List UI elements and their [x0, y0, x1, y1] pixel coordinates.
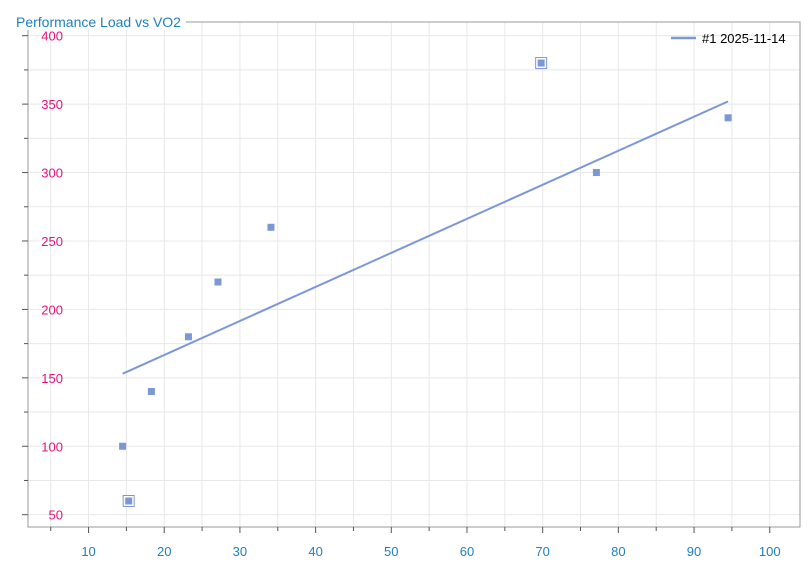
y-tick-label: 250 [41, 234, 63, 249]
x-tick-label: 90 [687, 544, 701, 559]
y-tick-label: 400 [41, 29, 63, 44]
y-tick-label: 350 [41, 97, 63, 112]
x-tick-label: 10 [81, 544, 95, 559]
data-point [537, 59, 545, 67]
x-tick-label: 50 [384, 544, 398, 559]
y-tick-label: 150 [41, 371, 63, 386]
grid-lines [28, 22, 800, 527]
y-tick-label: 200 [41, 302, 63, 317]
data-point [267, 223, 275, 231]
data-point [119, 442, 127, 450]
chart-title: Performance Load vs VO2 [16, 14, 181, 30]
x-tick-label: 80 [611, 544, 625, 559]
data-point [147, 388, 155, 396]
x-tick-label: 70 [535, 544, 549, 559]
y-tick-label: 300 [41, 166, 63, 181]
plot-frame [27, 21, 801, 528]
x-tick-label: 40 [308, 544, 322, 559]
data-point [125, 497, 133, 505]
y-tick-label: 50 [49, 508, 63, 523]
data-point [592, 169, 600, 177]
data-point [184, 333, 192, 341]
trend-line [122, 100, 729, 375]
data-point [214, 278, 222, 286]
data-point [724, 114, 732, 122]
x-tick-label: 100 [759, 544, 781, 559]
y-axis-ticks: 50 100 150 200 250 300 350 400 [22, 29, 63, 523]
series-layer [119, 57, 732, 507]
x-axis-ticks: 10 20 30 40 50 60 70 80 90 100 [50, 527, 781, 559]
chart-title-background [11, 14, 186, 30]
x-tick-label: 30 [233, 544, 247, 559]
legend-entry: #1 2025-11-14 [702, 31, 786, 46]
legend: #1 2025-11-14 [671, 31, 786, 46]
x-tick-label: 60 [460, 544, 474, 559]
x-tick-label: 20 [157, 544, 171, 559]
y-tick-label: 100 [41, 439, 63, 454]
